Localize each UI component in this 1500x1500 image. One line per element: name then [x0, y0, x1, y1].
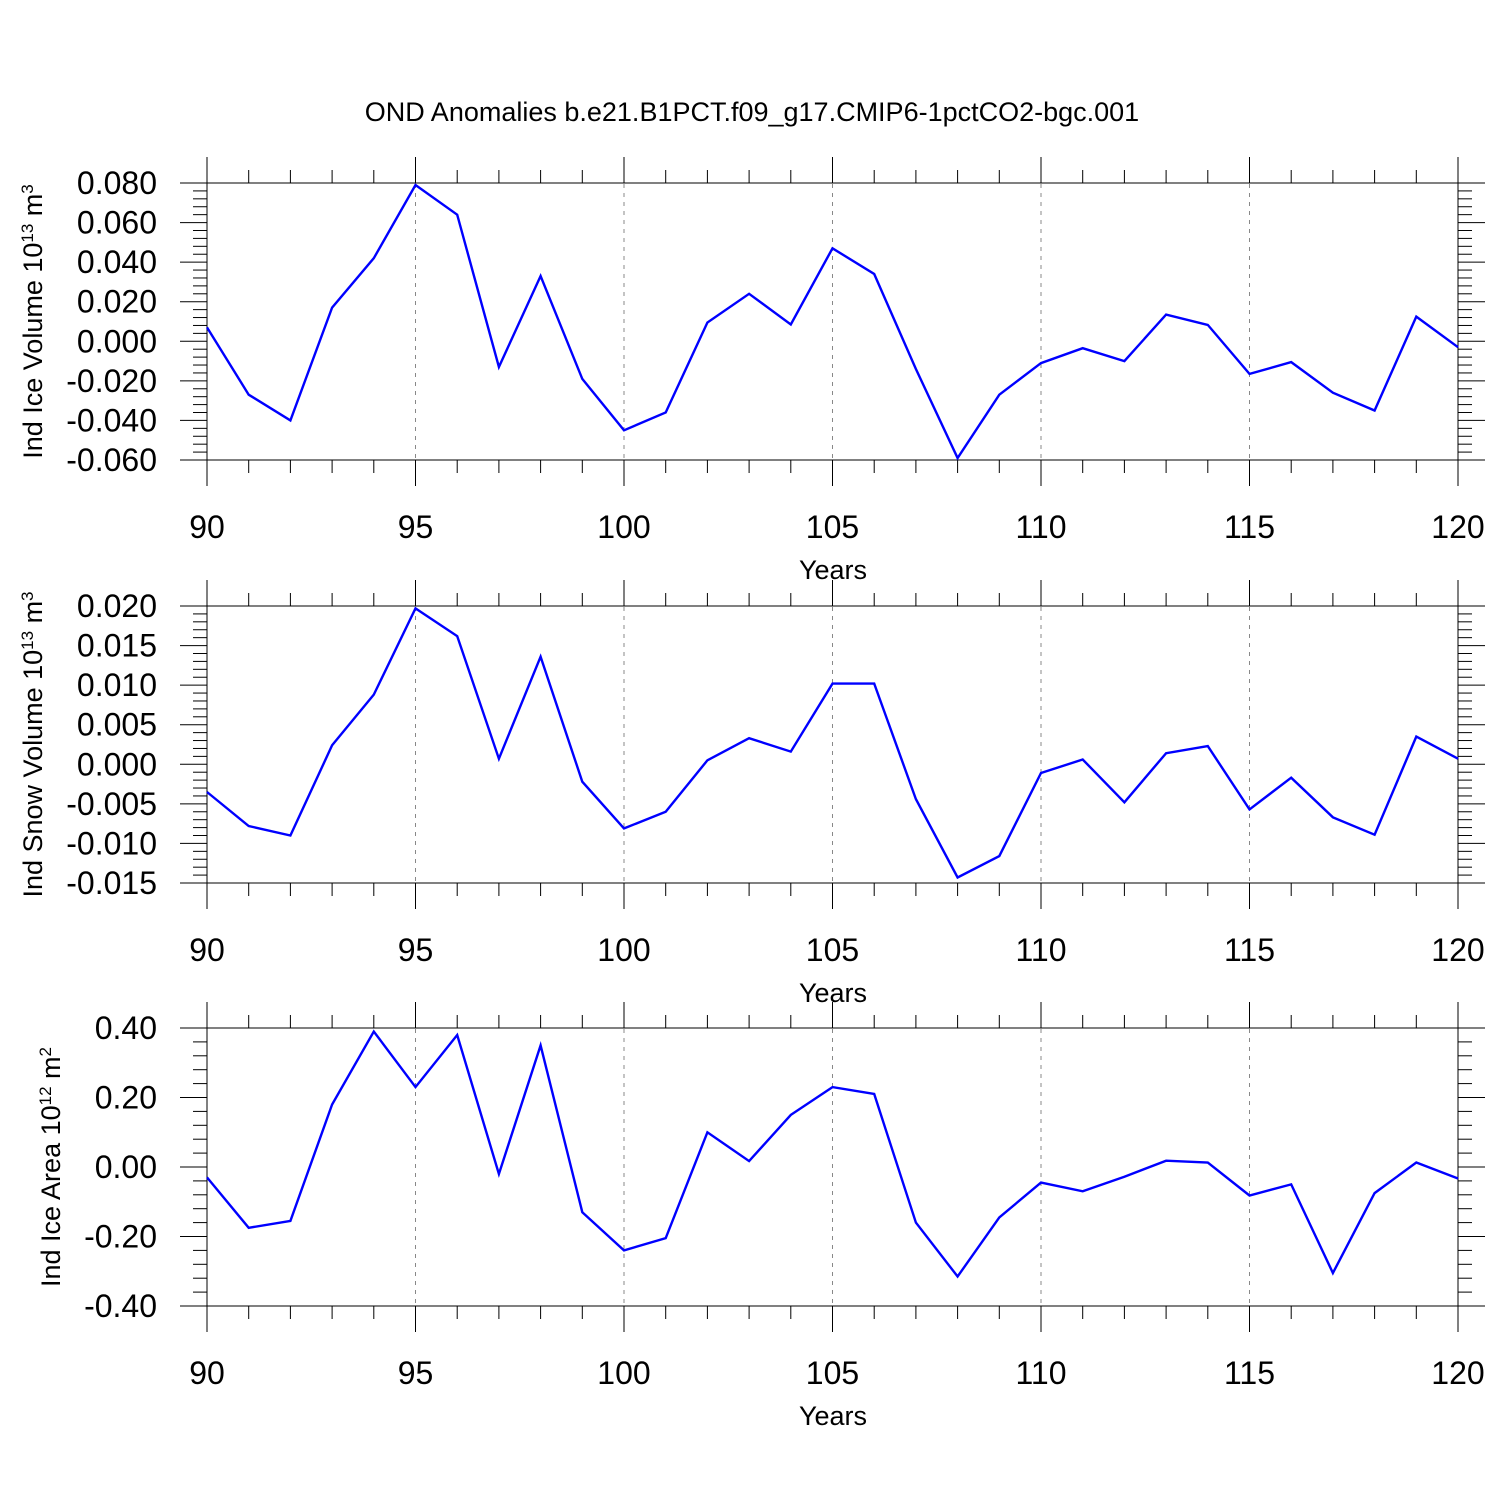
y-axis-label-exponent: 12	[36, 1086, 55, 1105]
y-tick-label: -0.005	[66, 786, 157, 822]
chart-panel-3: -0.40 -0.20 0.00 0.20 0.40 90 95 100 105 110 115 12…	[36, 1002, 1485, 1431]
y-tick-label: 0.40	[95, 1010, 157, 1046]
panels: -0.060-0.040-0.0200.0000.0200.0400.0600.…	[18, 157, 1485, 1431]
x-tick-label: 95	[398, 932, 434, 968]
y-tick-label: 0.20	[95, 1080, 157, 1116]
y-tick-label: -0.20	[84, 1219, 157, 1255]
y-tick-label: 0.000	[77, 323, 157, 359]
y-tick-label: 0.00	[95, 1149, 157, 1185]
x-axis-label: Years	[799, 1401, 867, 1431]
x-tick-label: 110	[1015, 1355, 1066, 1391]
x-tick-label: 115	[1224, 932, 1275, 968]
y-tick-label: -0.40	[84, 1288, 157, 1324]
y-tick-label: 0.015	[77, 628, 157, 664]
x-tick-label: 110	[1015, 932, 1066, 968]
y-tick-label: 0.000	[77, 746, 157, 782]
y-tick-label: -0.010	[66, 825, 157, 861]
y-tick-label: 0.020	[77, 588, 157, 624]
x-tick-label: 100	[597, 1355, 650, 1391]
x-tick-label: 95	[398, 1355, 434, 1391]
y-axis-label-exponent: 13	[18, 224, 37, 243]
y-axis-label-unit-exponent: 3	[18, 591, 37, 600]
y-tick-label: 0.005	[77, 707, 157, 743]
y-axis-label-unit: m	[18, 194, 48, 224]
x-tick-label: 120	[1431, 1355, 1484, 1391]
x-tick-label: 115	[1224, 1355, 1275, 1391]
x-tick-label: 105	[806, 932, 859, 968]
y-axis-label: Ind Snow Volume 1013 m3	[18, 591, 49, 897]
x-tick-label: 90	[189, 932, 225, 968]
y-axis-label-unit: m	[36, 1056, 66, 1086]
y-axis-label-main: Ind Snow Volume 10	[18, 650, 48, 898]
x-tick-label: 105	[806, 509, 859, 545]
y-axis-label-unit-exponent: 3	[18, 184, 37, 193]
y-tick-label: -0.020	[66, 363, 157, 399]
x-tick-label: 110	[1015, 509, 1066, 545]
x-tick-label: 90	[189, 509, 225, 545]
y-tick-label: 0.040	[77, 244, 157, 280]
y-tick-label: 0.010	[77, 667, 157, 703]
y-axis-label-main: Ind Ice Area 10	[36, 1105, 66, 1287]
x-tick-label: 105	[806, 1355, 859, 1391]
y-axis-label: Ind Ice Area 1012 m2	[36, 1047, 67, 1287]
y-tick-label: 0.080	[77, 165, 157, 201]
x-tick-label: 95	[398, 509, 434, 545]
x-tick-label: 100	[597, 509, 650, 545]
y-axis-label-exponent: 13	[18, 631, 37, 650]
figure-title: OND Anomalies b.e21.B1PCT.f09_g17.CMIP6-…	[365, 97, 1139, 127]
x-tick-label: 120	[1431, 509, 1484, 545]
y-axis-label-main: Ind Ice Volume 10	[18, 243, 48, 459]
y-tick-label: -0.015	[66, 865, 157, 901]
y-tick-label: -0.040	[66, 402, 157, 438]
x-tick-label: 115	[1224, 509, 1275, 545]
y-axis-label: Ind Ice Volume 1013 m3	[18, 184, 49, 459]
x-tick-label: 90	[189, 1355, 225, 1391]
x-tick-label: 120	[1431, 932, 1484, 968]
y-axis-label-unit: m	[18, 601, 48, 631]
y-axis-label-unit-exponent: 2	[36, 1047, 55, 1056]
y-tick-label: 0.060	[77, 205, 157, 241]
x-tick-label: 100	[597, 932, 650, 968]
y-tick-label: -0.060	[66, 442, 157, 478]
y-tick-label: 0.020	[77, 284, 157, 320]
